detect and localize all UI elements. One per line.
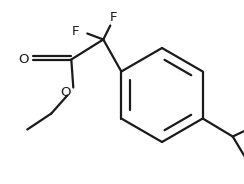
Text: O: O bbox=[18, 53, 29, 66]
Text: O: O bbox=[60, 86, 71, 99]
Text: F: F bbox=[71, 25, 79, 38]
Text: F: F bbox=[110, 11, 117, 24]
